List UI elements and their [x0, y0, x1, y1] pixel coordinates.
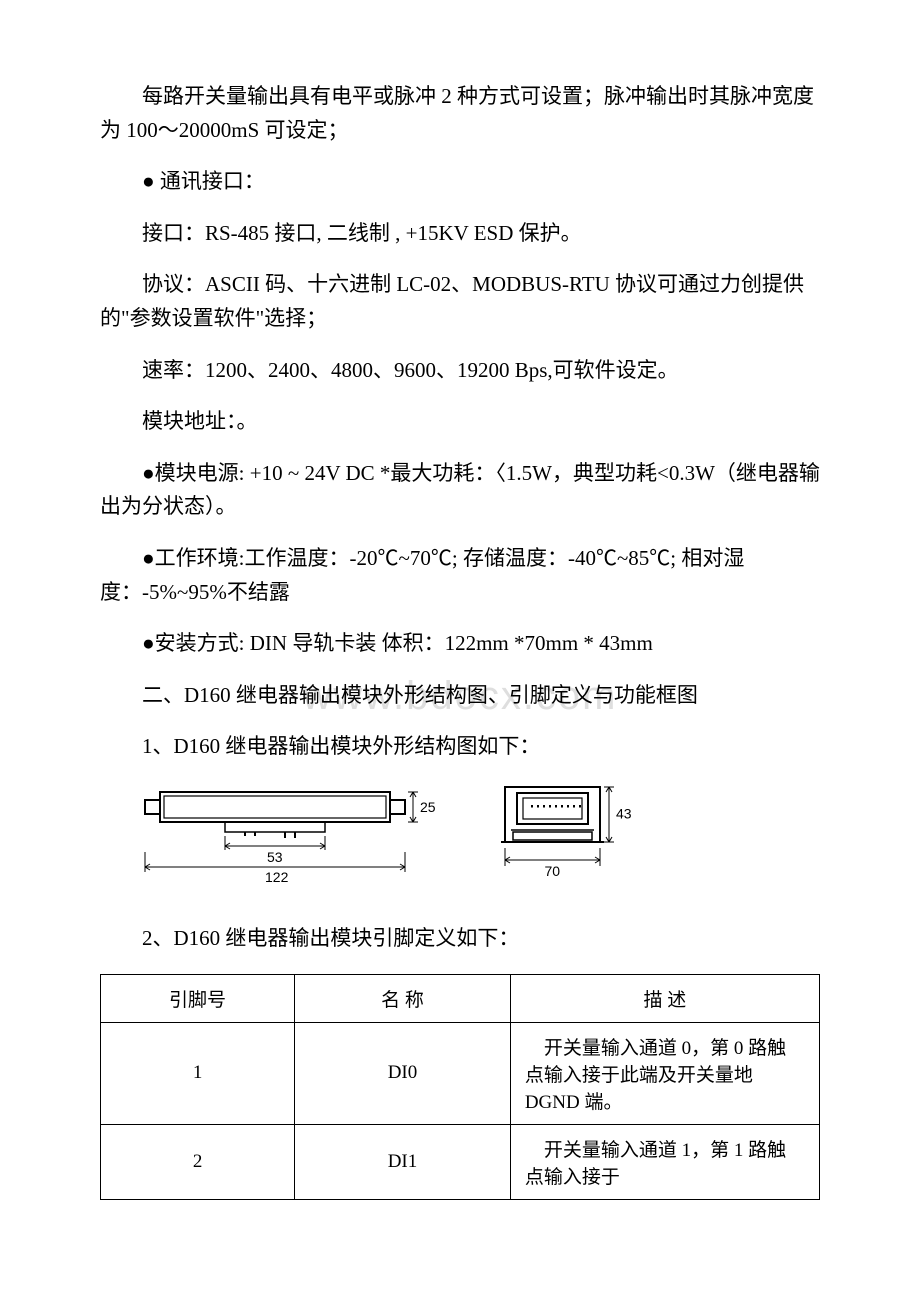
subheading-structure-diagram: 1、D160 继电器输出模块外形结构图如下： [100, 730, 820, 764]
pin-definition-table: 引脚号 名 称 描 述 1DI0 开关量输入通道 0，第 0 路触点输入接于此端… [100, 974, 820, 1200]
header-pin: 引脚号 [101, 974, 295, 1022]
svg-text:70: 70 [545, 863, 561, 879]
cell-desc: 开关量输入通道 1，第 1 路触点输入接于 [510, 1124, 819, 1199]
paragraph-protocol: 协议：ASCII 码、十六进制 LC-02、MODBUS-RTU 协议可通过力创… [100, 268, 820, 335]
paragraph-output-mode: 每路开关量输出具有电平或脉冲 2 种方式可设置；脉冲输出时其脉冲宽度为 100～… [100, 80, 820, 147]
subheading-pin-definition: 2、D160 继电器输出模块引脚定义如下： [100, 922, 820, 956]
table-row: 1DI0 开关量输入通道 0，第 0 路触点输入接于此端及开关量地 DGND 端… [101, 1022, 820, 1124]
front-view-diagram: 25 53 122 [140, 782, 460, 892]
section-heading-diagram: 二、D160 继电器输出模块外形结构图、引脚定义与功能框图 [100, 679, 820, 713]
header-desc: 描 述 [510, 974, 819, 1022]
cell-pin: 2 [101, 1124, 295, 1199]
svg-text:25: 25 [420, 799, 436, 815]
paragraph-baudrate: 速率：1200、2400、4800、9600、19200 Bps,可软件设定。 [100, 354, 820, 388]
svg-text:122: 122 [265, 869, 289, 885]
paragraph-interface: 接口：RS-485 接口, 二线制 , +15KV ESD 保护。 [100, 217, 820, 251]
paragraph-comm-heading: ● 通讯接口： [100, 165, 820, 199]
cell-desc: 开关量输入通道 0，第 0 路触点输入接于此端及开关量地 DGND 端。 [510, 1022, 819, 1124]
svg-text:53: 53 [267, 849, 283, 865]
side-view-diagram: 43 70 [490, 782, 660, 892]
paragraph-environment: ●工作环境:工作温度：-20℃~70℃; 存储温度：-40℃~85℃; 相对湿度… [100, 542, 820, 609]
paragraph-module-address: 模块地址：。 [100, 405, 820, 439]
cell-name: DI1 [295, 1124, 511, 1199]
header-name: 名 称 [295, 974, 511, 1022]
svg-text:43: 43 [616, 805, 632, 821]
cell-pin: 1 [101, 1022, 295, 1124]
table-header-row: 引脚号 名 称 描 述 [101, 974, 820, 1022]
dimension-diagram-container: 25 53 122 43 70 [140, 782, 820, 892]
table-row: 2DI1 开关量输入通道 1，第 1 路触点输入接于 [101, 1124, 820, 1199]
cell-name: DI0 [295, 1022, 511, 1124]
paragraph-power: ●模块电源: +10 ~ 24V DC *最大功耗：〈1.5W，典型功耗<0.3… [100, 457, 820, 524]
paragraph-mounting: ●安装方式: DIN 导轨卡装 体积：122mm *70mm * 43mm [100, 627, 820, 661]
